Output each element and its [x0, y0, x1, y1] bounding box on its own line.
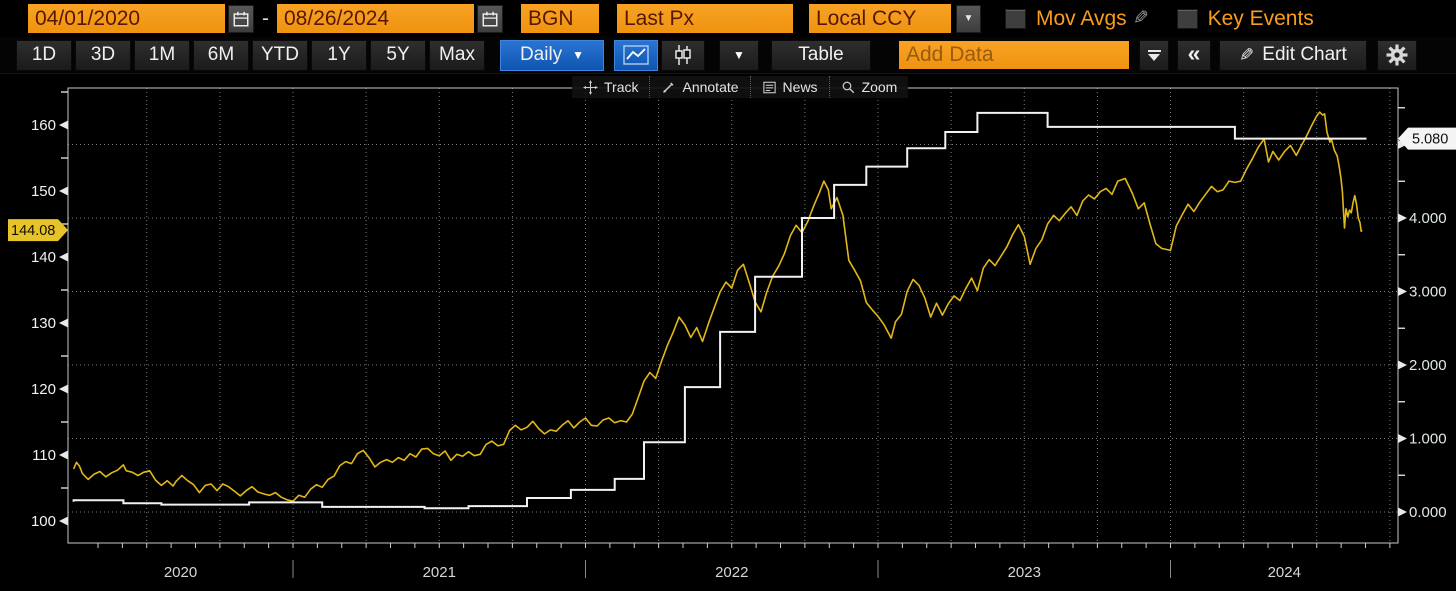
range-button-3d[interactable]: 3D [75, 39, 131, 71]
svg-text:150: 150 [31, 183, 56, 200]
mov-avgs-label[interactable]: Mov Avgs [1036, 6, 1127, 30]
date-range-separator: - [262, 6, 269, 30]
calendar-icon [233, 11, 249, 26]
add-data-input[interactable]: Add Data [899, 41, 1129, 69]
zoom-button[interactable]: Zoom [828, 76, 909, 98]
period-dropdown[interactable]: Daily ▼ [500, 39, 604, 71]
pencil-icon: ✎ [1239, 44, 1255, 65]
range-button-1y[interactable]: 1Y [311, 39, 367, 71]
edit-chart-label: Edit Chart [1262, 44, 1347, 65]
collapse-panel-button[interactable]: « [1177, 39, 1211, 71]
svg-text:2023: 2023 [1008, 564, 1041, 581]
svg-text:140: 140 [31, 249, 56, 266]
svg-text:2024: 2024 [1268, 564, 1301, 581]
chart-grid [68, 88, 1398, 543]
svg-text:120: 120 [31, 381, 56, 398]
price-source-field[interactable]: BGN [521, 4, 599, 33]
svg-text:130: 130 [31, 315, 56, 332]
key-events-checkbox[interactable] [1176, 8, 1198, 29]
svg-text:5.080: 5.080 [1412, 132, 1448, 148]
svg-text:3.000: 3.000 [1409, 284, 1447, 301]
chart-badges: 144.08 5.080 [8, 127, 1456, 242]
svg-text:160: 160 [31, 117, 56, 134]
chevron-down-icon: ▼ [733, 48, 745, 62]
date-to-input[interactable]: 08/26/2024 [277, 4, 474, 33]
range-button-5y[interactable]: 5Y [370, 39, 426, 71]
line-chart-icon [623, 45, 649, 65]
track-button[interactable]: Track [572, 76, 649, 98]
chevron-down-icon: ▼ [963, 13, 974, 24]
range-buttons: 1D 3D 1M 6M YTD 1Y 5Y Max [16, 39, 488, 71]
svg-text:144.08: 144.08 [11, 223, 55, 239]
range-button-1d[interactable]: 1D [16, 39, 72, 71]
annotate-pencil-icon [663, 81, 675, 93]
mov-avgs-edit-pencil-icon[interactable]: ✎ [1132, 8, 1149, 29]
currency-dropdown-button[interactable]: ▼ [956, 4, 981, 33]
range-button-1m[interactable]: 1M [134, 39, 190, 71]
track-label: Track [604, 79, 639, 95]
svg-text:0.000: 0.000 [1409, 504, 1447, 521]
magnifier-icon [842, 81, 854, 93]
svg-text:4.000: 4.000 [1409, 210, 1447, 227]
expand-down-icon [1147, 49, 1161, 61]
chart-plot[interactable]: 100 110 120 130 140 150 160 0.000 1.000 2.000 3.00… [0, 74, 1456, 591]
date-from-input[interactable]: 04/01/2020 [28, 4, 225, 33]
news-label: News [782, 79, 818, 95]
chart-series [72, 111, 1367, 510]
gear-icon [1386, 44, 1408, 66]
price-type-field[interactable]: Last Px [617, 4, 793, 33]
annotate-label: Annotate [682, 79, 739, 95]
edit-chart-button[interactable]: ✎ Edit Chart [1219, 39, 1367, 71]
table-button[interactable]: Table [771, 39, 871, 71]
news-icon [762, 81, 776, 93]
candlestick-chart-type-button[interactable] [661, 39, 705, 71]
chart-area: 100 110 120 130 140 150 160 0.000 1.000 2.000 3.00… [0, 74, 1456, 591]
calendar-icon [482, 11, 498, 26]
line-chart-type-button[interactable] [614, 39, 658, 71]
add-data-placeholder: Add Data [906, 43, 994, 66]
chart-type-dropdown-button[interactable]: ▼ [719, 39, 759, 71]
more-options-button[interactable] [1139, 39, 1169, 71]
svg-text:2022: 2022 [715, 564, 748, 581]
annotate-button[interactable]: Annotate [649, 76, 749, 98]
chart-axes: 100 110 120 130 140 150 160 0.000 1.000 2.000 3.00… [31, 87, 1447, 581]
range-button-max[interactable]: Max [429, 39, 485, 71]
svg-text:2.000: 2.000 [1409, 357, 1447, 374]
range-button-6m[interactable]: 6M [193, 39, 249, 71]
zoom-label: Zoom [861, 79, 898, 95]
range-button-ytd[interactable]: YTD [252, 39, 308, 71]
settings-gear-button[interactable] [1377, 39, 1417, 71]
chart-toolbar: 1D 3D 1M 6M YTD 1Y 5Y Max Daily ▼ ▼ Table Add D… [0, 37, 1456, 74]
track-crosshair-icon [583, 79, 598, 95]
calendar-to-button[interactable] [477, 4, 503, 33]
chart-settings-bar: 04/01/2020 - 08/26/2024 BGN Last Px Loca… [0, 0, 1456, 37]
svg-text:1.000: 1.000 [1409, 431, 1447, 448]
candlestick-icon [675, 45, 691, 65]
currency-field[interactable]: Local CCY [809, 4, 951, 33]
rate-step-line [72, 111, 1367, 510]
svg-text:2020: 2020 [164, 564, 197, 581]
chart-tools-bar: Track Annotate News [572, 76, 909, 98]
svg-text:110: 110 [32, 447, 56, 464]
price-line [72, 111, 1363, 502]
svg-text:2021: 2021 [423, 564, 456, 581]
svg-text:100: 100 [31, 513, 56, 530]
news-button[interactable]: News [749, 76, 829, 98]
mov-avgs-checkbox[interactable] [1005, 8, 1026, 29]
period-label: Daily [519, 44, 563, 65]
key-events-label[interactable]: Key Events [1207, 6, 1314, 30]
last-rate-badge [1398, 127, 1456, 150]
calendar-from-button[interactable] [228, 4, 254, 33]
chevron-down-icon: ▼ [572, 48, 585, 62]
last-price-badge [8, 219, 68, 242]
